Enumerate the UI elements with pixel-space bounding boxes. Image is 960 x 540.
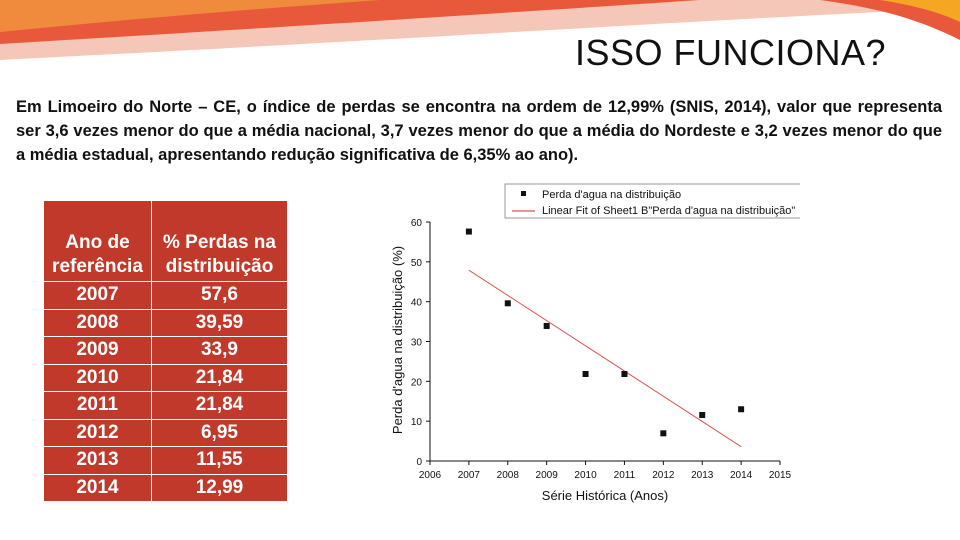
decorative-header-swoosh bbox=[0, 0, 960, 60]
chart-axes: 2006 2007 2008 2009 2010 2011 2012 2013 2014 2015… bbox=[411, 218, 792, 481]
table-cell-losses: 33,9 bbox=[150, 336, 289, 365]
losses-table: Ano de referência % Perdas na distribuiç… bbox=[43, 200, 289, 502]
x-tick-label: 2013 bbox=[691, 470, 714, 481]
chart-marks bbox=[465, 228, 745, 448]
data-point bbox=[660, 430, 667, 437]
table-row: 2010 21,84 bbox=[43, 363, 289, 392]
x-tick-label: 2009 bbox=[536, 470, 559, 481]
table-cell-year: 2013 bbox=[43, 446, 152, 475]
x-axis-label: Série Histórica (Anos) bbox=[542, 488, 668, 503]
table-row: 2009 33,9 bbox=[43, 336, 289, 365]
table-cell-losses: 39,59 bbox=[150, 308, 289, 337]
table-cell-losses: 12,99 bbox=[150, 473, 289, 502]
y-axis-label: Perda d'agua na distribuição (%) bbox=[390, 246, 405, 434]
table-cell-year: 2008 bbox=[43, 308, 152, 337]
table-cell-year: 2010 bbox=[43, 363, 152, 392]
table-cell-year: 2011 bbox=[43, 391, 152, 420]
table-row: 2014 12,99 bbox=[43, 473, 289, 502]
y-tick-label: 40 bbox=[411, 298, 423, 309]
data-point bbox=[504, 300, 511, 307]
table-cell-year: 2012 bbox=[43, 418, 152, 447]
legend-label-fit: Linear Fit of Sheet1 B"Perda d'agua na d… bbox=[542, 205, 795, 217]
slide-title: ISSO FUNCIONA? bbox=[574, 32, 886, 73]
data-point bbox=[582, 371, 589, 378]
table-cell-losses: 57,6 bbox=[150, 281, 289, 310]
data-point bbox=[621, 371, 628, 378]
y-tick-label: 20 bbox=[411, 377, 423, 388]
x-tick-label: 2006 bbox=[419, 470, 442, 481]
table-row: 2013 11,55 bbox=[43, 446, 289, 475]
x-tick-label: 2010 bbox=[574, 470, 597, 481]
losses-scatter-chart: Perda d'agua na distribuição Linear Fit … bbox=[390, 183, 800, 503]
y-tick-label: 50 bbox=[411, 258, 423, 269]
table-cell-losses: 21,84 bbox=[150, 391, 289, 420]
y-tick-label: 0 bbox=[416, 457, 422, 468]
table-header-losses: % Perdas na distribuição bbox=[150, 200, 289, 282]
table-cell-losses: 6,95 bbox=[150, 418, 289, 447]
chart-legend: Perda d'agua na distribuição Linear Fit … bbox=[504, 183, 800, 219]
table-cell-year: 2009 bbox=[43, 336, 152, 365]
table-cell-year: 2014 bbox=[43, 473, 152, 502]
table-cell-losses: 11,55 bbox=[150, 446, 289, 475]
linear-fit-line bbox=[468, 269, 742, 448]
legend-label-points: Perda d'agua na distribuição bbox=[542, 189, 681, 201]
table-cell-year: 2007 bbox=[43, 281, 152, 310]
legend-marker-square bbox=[521, 191, 526, 196]
table-header-year: Ano de referência bbox=[43, 200, 152, 282]
data-point bbox=[738, 406, 745, 413]
table-row: 2008 39,59 bbox=[43, 308, 289, 337]
x-tick-label: 2012 bbox=[652, 470, 675, 481]
x-tick-label: 2014 bbox=[730, 470, 753, 481]
x-tick-label: 2015 bbox=[769, 470, 792, 481]
y-tick-label: 60 bbox=[411, 218, 423, 229]
y-tick-label: 10 bbox=[411, 417, 423, 428]
table-row: 2007 57,6 bbox=[43, 281, 289, 310]
table-header-row: Ano de referência % Perdas na distribuiç… bbox=[43, 200, 289, 282]
x-tick-label: 2011 bbox=[614, 470, 636, 481]
x-tick-label: 2008 bbox=[497, 470, 520, 481]
x-tick-label: 2007 bbox=[458, 470, 481, 481]
data-point bbox=[699, 411, 706, 418]
table-row: 2011 21,84 bbox=[43, 391, 289, 420]
data-point bbox=[543, 322, 550, 329]
table-cell-losses: 21,84 bbox=[150, 363, 289, 392]
data-point bbox=[465, 228, 472, 235]
legend-box bbox=[504, 183, 800, 219]
table-row: 2012 6,95 bbox=[43, 418, 289, 447]
slide-body-text: Em Limoeiro do Norte – CE, o índice de p… bbox=[16, 98, 942, 164]
y-tick-label: 30 bbox=[411, 338, 423, 349]
